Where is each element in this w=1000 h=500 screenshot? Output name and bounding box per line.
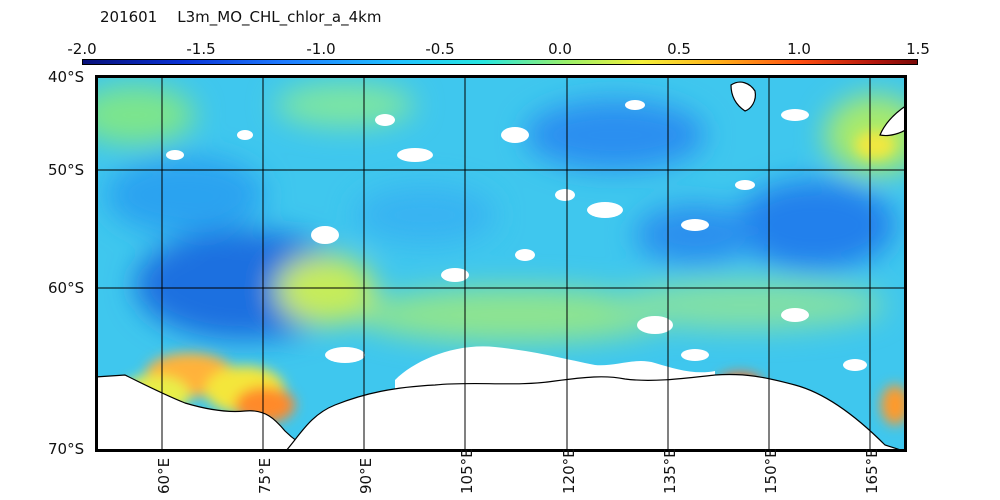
map-frame bbox=[95, 75, 907, 452]
graticule bbox=[95, 75, 907, 452]
longitude-label: 90°E bbox=[357, 457, 375, 494]
colorbar-tick-label: 0.0 bbox=[548, 40, 572, 58]
colorbar-tick-label: 1.0 bbox=[787, 40, 811, 58]
map-title: 201601 L3m_MO_CHL_chlor_a_4km bbox=[100, 8, 401, 26]
latitude-label: 40°S bbox=[48, 68, 85, 86]
longitude-label: 150°E bbox=[762, 448, 780, 494]
longitude-label: 75°E bbox=[256, 457, 274, 494]
title-product: L3m_MO_CHL_chlor_a_4km bbox=[177, 8, 382, 26]
ocean-field bbox=[95, 75, 907, 452]
colorbar-tick-label: 1.5 bbox=[906, 40, 930, 58]
latitude-label: 60°S bbox=[48, 279, 85, 297]
latitude-label: 50°S bbox=[48, 161, 85, 179]
chlorophyll-map bbox=[95, 75, 907, 452]
new-zealand bbox=[879, 104, 907, 137]
longitude-label: 105°E bbox=[458, 448, 476, 494]
longitude-label: 135°E bbox=[661, 448, 679, 494]
antarctic-coast-east bbox=[284, 373, 907, 452]
longitude-label: 165°E bbox=[863, 448, 881, 494]
longitude-label: 60°E bbox=[155, 457, 173, 494]
latitude-label: 70°S bbox=[48, 440, 85, 458]
colorbar-tick-label: -1.0 bbox=[306, 40, 336, 58]
tasmania bbox=[730, 81, 756, 112]
colorbar-tick-label: -0.5 bbox=[425, 40, 455, 58]
colorbar-tick-label: 0.5 bbox=[667, 40, 691, 58]
longitude-label: 120°E bbox=[560, 448, 578, 494]
colorbar-tick-label: -2.0 bbox=[67, 40, 97, 58]
colorbar-tick-label: -1.5 bbox=[186, 40, 216, 58]
title-date: 201601 bbox=[100, 8, 158, 26]
colorbar bbox=[82, 59, 918, 65]
